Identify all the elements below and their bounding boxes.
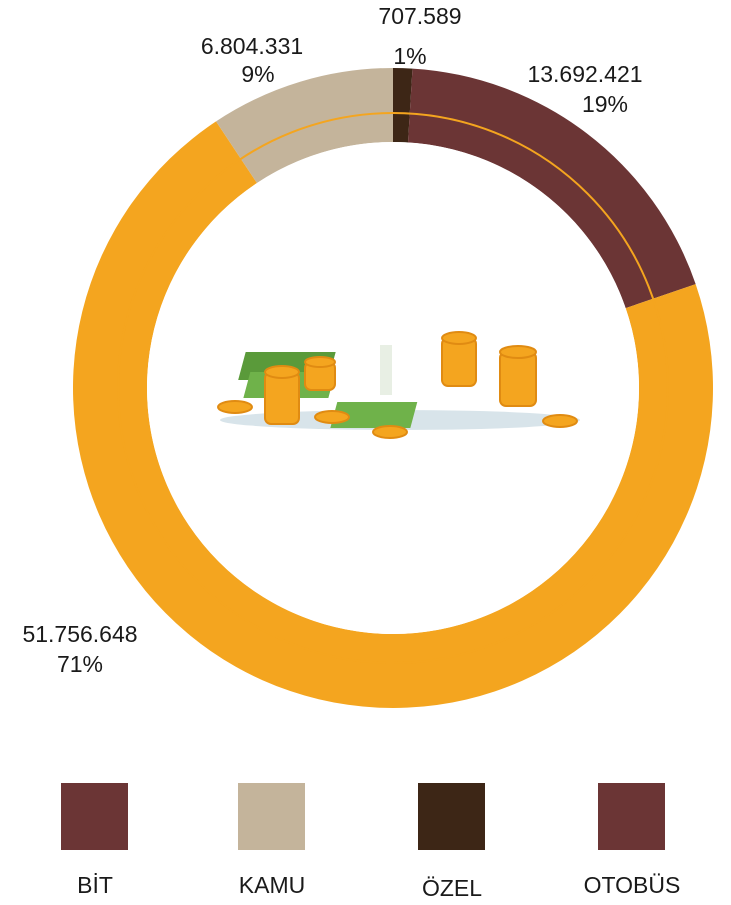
slice [216,68,393,184]
donut-hole [147,142,639,634]
legend-swatch [61,783,128,850]
inner-ring [117,112,669,664]
legend-label: KAMU [239,872,305,898]
percent-label: 71% [57,651,103,677]
value-label: 51.756.648 [22,621,137,647]
donut [73,68,714,708]
legend-swatch [238,783,305,850]
legend-swatch [598,783,665,850]
data-labels: 707.589 1% 13.692.421 19% 51.756.648 71% 6.804… [22,3,642,677]
money-illustration [217,331,580,439]
percent-label: 9% [241,61,274,87]
legend-label: ÖZEL [422,875,482,901]
legend: BİT KAMU ÖZEL OTOBÜS [61,783,680,901]
legend-label: BİT [77,872,113,898]
slice [407,68,696,309]
percent-label: 19% [582,91,628,117]
legend-label: OTOBÜS [584,872,681,898]
slice [393,68,413,143]
percent-label: 1% [393,43,426,69]
value-label: 6.804.331 [201,33,303,59]
value-label: 707.589 [378,3,461,29]
value-label: 13.692.421 [527,61,642,87]
legend-swatch [418,783,485,850]
